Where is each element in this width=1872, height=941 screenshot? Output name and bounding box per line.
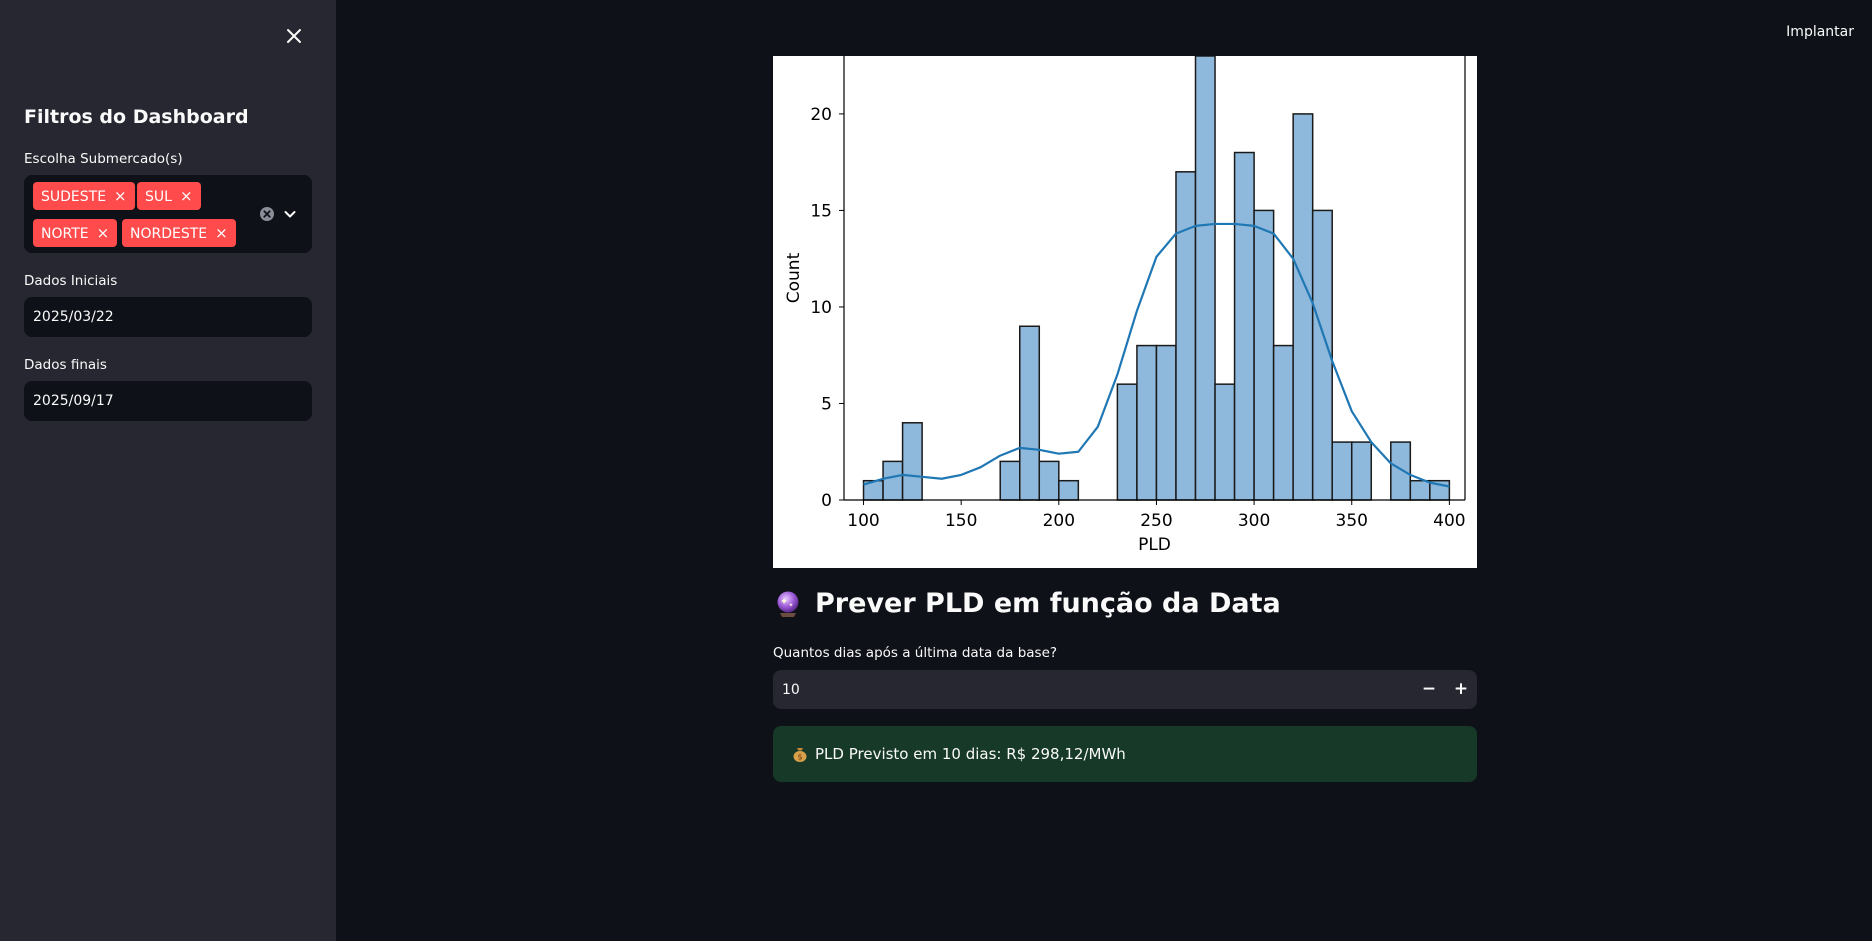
section-title-text: Prever PLD em função da Data [815, 588, 1281, 619]
clear-circle-icon[interactable] [259, 206, 275, 222]
svg-text:$: $ [797, 753, 802, 762]
kde-line [863, 222, 1450, 488]
prediction-text: PLD Previsto em 10 dias: R$ 298,12/MWh [815, 745, 1126, 763]
start-date-input[interactable] [24, 297, 312, 337]
end-date-input[interactable] [24, 381, 312, 421]
sidebar-title: Filtros do Dashboard [24, 106, 249, 128]
close-sidebar-button[interactable] [283, 25, 305, 47]
money-bag-icon: $ [793, 748, 807, 762]
histogram-bar [1058, 479, 1080, 501]
decrement-button[interactable]: − [1421, 679, 1437, 699]
submarket-multiselect[interactable]: SUDESTE × SUL × NORTE × NORDESTE × [24, 175, 312, 253]
y-tick-label: 0 [821, 491, 832, 511]
tag-submarket: SUL × [137, 182, 201, 210]
histogram-bar [1253, 209, 1275, 501]
histogram-bar [1175, 171, 1197, 501]
histogram-bar [1233, 151, 1255, 501]
submarket-label: Escolha Submercado(s) [24, 151, 183, 167]
x-tick-label: 100 [847, 511, 879, 531]
histogram-bar [1350, 441, 1373, 501]
histogram-bar [999, 460, 1021, 501]
tag-label: SUDESTE [41, 189, 107, 205]
tag-label: SUL [145, 189, 172, 205]
prediction-result: $ PLD Previsto em 10 dias: R$ 298,12/MWh [773, 726, 1477, 782]
remove-tag-icon[interactable]: × [114, 187, 127, 205]
days-input[interactable] [773, 670, 1373, 709]
tag-submarket: SUDESTE × [33, 182, 135, 210]
histogram-bar [1390, 441, 1412, 501]
x-tick-label: 400 [1433, 511, 1465, 531]
sidebar: Filtros do Dashboard Escolha Submercado(… [0, 0, 336, 941]
x-tick-label: 200 [1043, 511, 1075, 531]
section-title: Prever PLD em função da Data [773, 588, 1281, 619]
x-tick-label: 350 [1336, 511, 1368, 531]
chevron-down-icon[interactable] [282, 206, 298, 222]
histogram-bar [1038, 460, 1060, 501]
x-axis-label: PLD [1138, 535, 1171, 555]
histogram-chart: 100 150 200 250 300 350 400 0 5 10 15 20 PLD Count [773, 55, 1477, 568]
histogram-bar [1155, 344, 1177, 501]
histogram-bar [882, 460, 904, 501]
histogram-bar [901, 422, 923, 501]
histogram-bar [1136, 344, 1158, 501]
remove-tag-icon[interactable]: × [179, 187, 193, 205]
x-tick-label: 300 [1238, 511, 1270, 531]
increment-button[interactable]: + [1453, 679, 1469, 699]
histogram-svg: 100 150 200 250 300 350 400 0 5 10 15 20 PLD Count [784, 55, 1466, 555]
y-tick-label: 10 [810, 298, 832, 318]
histogram-bar [1194, 55, 1216, 501]
tag-label: NORTE [41, 226, 89, 242]
start-date-label: Dados Iniciais [24, 273, 118, 289]
histogram-bar [1292, 113, 1314, 501]
y-tick-label: 5 [821, 394, 832, 414]
y-axis-label: Count [784, 252, 804, 303]
tag-label: NORDESTE [130, 226, 208, 242]
histogram-bar [1214, 383, 1236, 501]
histogram-bar [1409, 479, 1431, 501]
remove-tag-icon[interactable]: × [215, 224, 228, 242]
histogram-bar [1116, 383, 1138, 501]
days-number-input: − + [773, 670, 1477, 709]
tag-submarket: NORTE × [33, 219, 118, 247]
days-label: Quantos dias após a última data da base? [773, 645, 1058, 661]
close-icon [287, 29, 301, 43]
crystal-ball-icon [777, 591, 799, 617]
histogram-bar [1019, 325, 1041, 501]
deploy-button[interactable]: Implantar [1786, 24, 1854, 40]
tag-submarket: NORDESTE × [122, 219, 236, 247]
end-date-label: Dados finais [24, 357, 107, 373]
x-tick-label: 250 [1140, 511, 1172, 531]
remove-tag-icon[interactable]: × [96, 224, 110, 242]
x-tick-label: 150 [945, 511, 977, 531]
histogram-bar [1272, 344, 1294, 501]
histogram-bar [1331, 441, 1353, 501]
y-tick-label: 20 [810, 105, 832, 125]
y-tick-label: 15 [810, 201, 832, 221]
